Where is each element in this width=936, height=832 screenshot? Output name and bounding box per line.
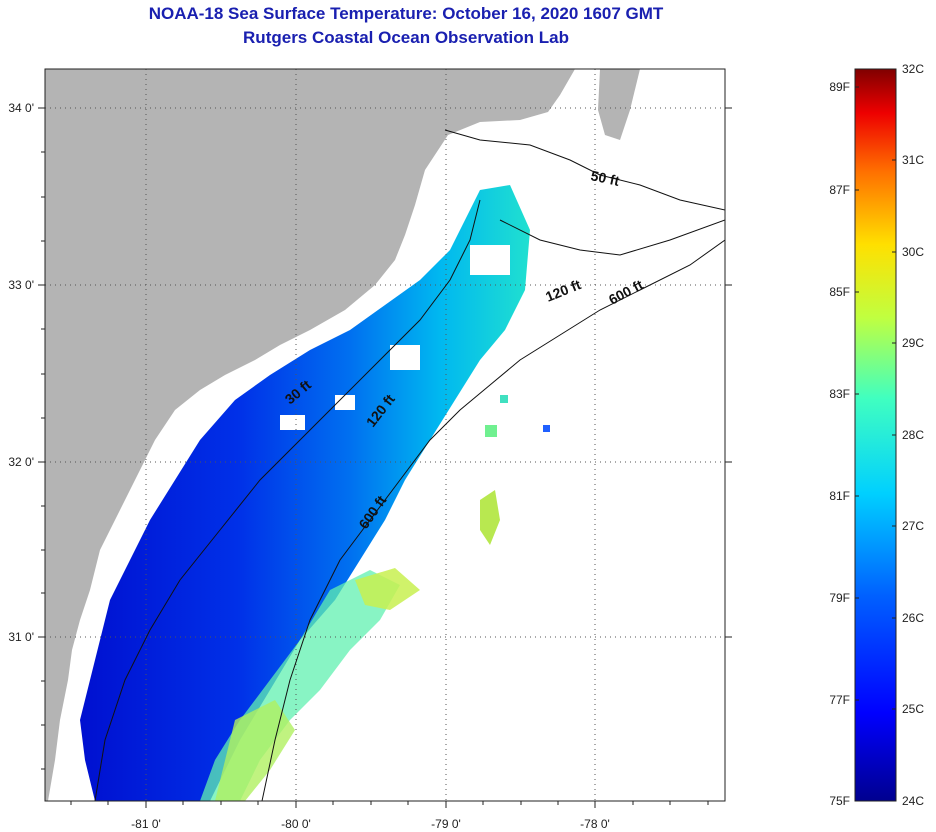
- sst-swath-main: [80, 185, 530, 801]
- colorbar-c-label: 32C: [902, 62, 924, 76]
- gridlines: [45, 69, 725, 801]
- colorbar-f-label: 79F: [829, 591, 850, 605]
- plot-frame: [44, 68, 726, 802]
- lon-label: -78 0': [580, 817, 610, 831]
- colorbar-ticks: [855, 68, 896, 802]
- colorbar-c-label: 27C: [902, 519, 924, 533]
- lon-label: -81 0': [131, 817, 161, 831]
- cloud-gap: [280, 415, 305, 430]
- contour-600ft-line: [261, 239, 725, 801]
- colorbar-c-label: 26C: [902, 611, 924, 625]
- colorbar-f-label: 85F: [829, 285, 850, 299]
- colorbar-c-label: 28C: [902, 428, 924, 442]
- sst-pixel-cluster: [500, 395, 508, 403]
- contour-label: 50 ft: [589, 167, 621, 189]
- sst-pixel-cluster: [543, 425, 550, 432]
- colorbar-c-label: 24C: [902, 794, 924, 808]
- colorbar-c-label: 30C: [902, 245, 924, 259]
- map-title: NOAA-18 Sea Surface Temperature: October…: [148, 4, 664, 23]
- land-mass: [45, 69, 575, 801]
- colorbar-f-label: 77F: [829, 693, 850, 707]
- sst-warm-patch-yellow: [355, 568, 420, 610]
- colorbar-c-label: 29C: [902, 336, 924, 350]
- axis-ticks: [38, 107, 732, 808]
- lat-label: 31 0': [8, 630, 34, 644]
- colorbar-c-label: 31C: [902, 153, 924, 167]
- sst-warm-patch-east: [480, 490, 500, 545]
- colorbar-f-label: 87F: [829, 183, 850, 197]
- lon-label: -79 0': [431, 817, 461, 831]
- colorbar-f-label: 83F: [829, 387, 850, 401]
- sst-warm-patch-south: [215, 700, 295, 801]
- colorbar-f-label: 81F: [829, 489, 850, 503]
- colorbar-f-label: 75F: [829, 794, 850, 808]
- land-outer-banks: [598, 69, 640, 140]
- contour-120ft-line: [499, 219, 725, 256]
- cloud-gap: [390, 345, 420, 370]
- colorbar: [854, 68, 897, 802]
- lon-label: -80 0': [281, 817, 311, 831]
- lat-label: 32 0': [8, 455, 34, 469]
- colorbar-f-label: 89F: [829, 80, 850, 94]
- colorbar-c-label: 25C: [902, 702, 924, 716]
- lat-label: 34 0': [8, 101, 34, 115]
- contour-50ft-line: [444, 129, 725, 211]
- cloud-gap: [470, 245, 510, 275]
- cloud-gap: [335, 395, 355, 410]
- map-subtitle: Rutgers Coastal Ocean Observation Lab: [243, 28, 569, 47]
- lat-label: 33 0': [8, 278, 34, 292]
- contour-shelf-line: [94, 199, 481, 801]
- sst-pixel-cluster: [485, 425, 497, 437]
